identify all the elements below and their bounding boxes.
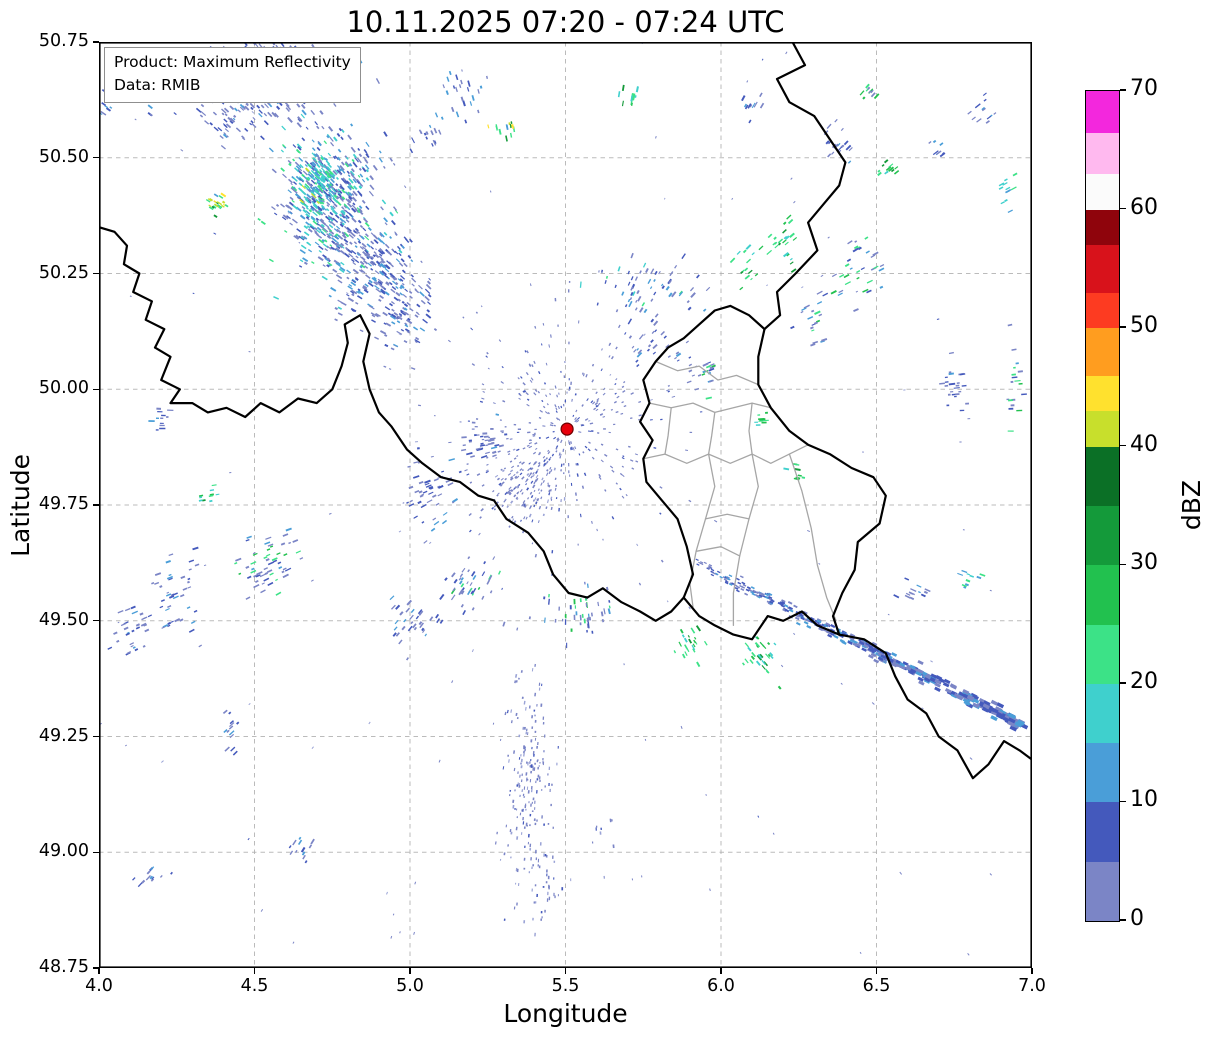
colorbar-segment	[1086, 132, 1119, 174]
admin-borders	[642, 360, 837, 627]
info-box: Product: Maximum Reflectivity Data: RMIB	[104, 47, 361, 103]
plot-area: Product: Maximum Reflectivity Data: RMIB	[99, 42, 1032, 968]
y-tick-label: 50.75	[38, 31, 89, 51]
x-tick-mark	[875, 968, 878, 974]
colorbar-tick-label: 60	[1130, 194, 1158, 220]
x-tick-label: 6.0	[707, 976, 735, 996]
colorbar-segment	[1086, 327, 1119, 376]
colorbar-segment	[1086, 505, 1119, 566]
colorbar-tick-label: 20	[1130, 668, 1158, 694]
y-tick-label: 50.25	[38, 262, 89, 283]
country-borders	[99, 42, 1032, 780]
colorbar-tick-mark	[1120, 563, 1126, 566]
radar-site-marker	[560, 422, 574, 436]
x-tick-label: 6.5	[862, 976, 891, 996]
colorbar-tick-label: 40	[1130, 431, 1158, 457]
y-tick-label: 49.75	[38, 494, 89, 514]
y-tick-label: 48.75	[38, 957, 89, 977]
colorbar-segment	[1086, 410, 1119, 447]
figure-title: 10.11.2025 07:20 - 07:24 UTC	[346, 5, 785, 39]
x-tick-mark	[98, 968, 100, 974]
grid-layer	[99, 42, 1032, 968]
colorbar-tick-mark	[1120, 444, 1126, 447]
x-tick-mark	[564, 968, 567, 974]
colorbar-label: dBZ	[1176, 479, 1206, 531]
x-tick-label: 4.0	[85, 976, 113, 996]
x-tick-label: 5.5	[551, 976, 580, 996]
x-axis-label: Longitude	[503, 999, 628, 1028]
y-tick-mark	[93, 41, 99, 43]
x-tick-label: 7.0	[1018, 976, 1046, 996]
colorbar-tick-label: 50	[1130, 313, 1158, 339]
colorbar-tick-mark	[1120, 682, 1126, 684]
y-tick-label: 50.50	[38, 146, 89, 167]
colorbar-segment	[1086, 446, 1119, 506]
colorbar-segment	[1086, 742, 1119, 803]
y-tick-label: 49.00	[38, 841, 89, 862]
colorbar-segment	[1086, 91, 1119, 133]
y-tick-label: 50.00	[38, 378, 89, 399]
colorbar-tick-label: 30	[1130, 550, 1158, 576]
x-tick-label: 4.5	[240, 976, 269, 996]
colorbar-segment	[1086, 624, 1119, 684]
colorbar-segment	[1086, 209, 1119, 246]
colorbar-tick-label: 70	[1130, 76, 1158, 101]
x-tick-mark	[253, 968, 256, 974]
y-tick-mark	[93, 504, 99, 506]
colorbar-segment	[1086, 683, 1119, 744]
colorbar	[1085, 90, 1120, 922]
colorbar-tick-mark	[1120, 89, 1126, 91]
info-product-line: Product: Maximum Reflectivity	[114, 53, 351, 71]
x-tick-mark	[1031, 968, 1033, 974]
y-tick-mark	[93, 620, 99, 622]
colorbar-tick-mark	[1120, 207, 1126, 210]
colorbar-segment	[1086, 173, 1119, 210]
colorbar-tick-mark	[1120, 800, 1126, 803]
colorbar-tick-mark	[1120, 919, 1126, 921]
y-tick-mark	[93, 851, 99, 853]
colorbar-segment	[1086, 564, 1119, 625]
colorbar-segment	[1086, 861, 1119, 921]
colorbar-segment	[1086, 801, 1119, 862]
y-tick-mark	[93, 272, 99, 275]
y-tick-mark	[93, 735, 99, 738]
x-tick-label: 5.0	[396, 976, 424, 996]
colorbar-segment	[1086, 244, 1119, 293]
radar-map	[99, 42, 1032, 968]
echo-layer	[99, 42, 1029, 956]
colorbar-segment	[1086, 375, 1119, 412]
colorbar-tick-label: 10	[1130, 787, 1158, 813]
y-tick-mark	[93, 967, 99, 969]
y-tick-label: 49.50	[38, 609, 89, 630]
x-tick-mark	[720, 968, 722, 974]
colorbar-tick-mark	[1120, 326, 1126, 328]
y-tick-mark	[93, 157, 99, 159]
plot-frame	[99, 42, 1032, 968]
colorbar-tick-label: 0	[1130, 906, 1144, 931]
colorbar-label-wrap: dBZ	[1168, 90, 1214, 920]
x-tick-mark	[409, 968, 411, 974]
y-tick-label: 49.25	[38, 725, 89, 746]
info-source-line: Data: RMIB	[114, 76, 201, 95]
y-tick-mark	[93, 388, 99, 390]
colorbar-segment	[1086, 292, 1119, 329]
